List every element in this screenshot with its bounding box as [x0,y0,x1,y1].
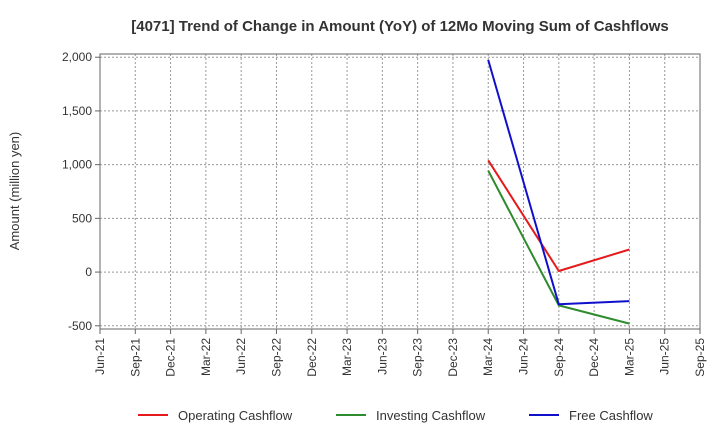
x-tick-label: Dec-23 [446,338,460,377]
grid-lines [99,54,701,329]
series-line-operating-cashflow [487,159,630,272]
x-tick-label: Jun-24 [517,338,531,375]
x-tick-label: Dec-21 [164,338,178,377]
y-tick-label: 0 [85,265,92,279]
x-tick-label: Sep-23 [411,338,425,377]
x-tick-label: Jun-25 [658,338,672,375]
series-line-free-cashflow [487,59,630,306]
chart-title: [4071] Trend of Change in Amount (YoY) o… [131,18,669,35]
x-tick-label: Jun-23 [375,338,389,375]
legend-label: Free Cashflow [569,408,653,423]
x-tick-label: Sep-25 [693,338,707,377]
x-tick-label: Dec-22 [305,338,319,377]
y-axis-label: Amount (million yen) [7,132,22,251]
y-tick-label: -500 [68,319,92,333]
x-axis-ticks: Jun-21 Sep-21 Dec-21 Mar-22 Jun-22 Sep-22 Dec-… [93,329,707,377]
plot-area-frame [99,53,701,330]
x-tick-label: Jun-21 [93,338,107,375]
y-tick-label: 500 [72,211,92,225]
legend: Operating Cashflow Investing Cashflow Free… [138,408,653,423]
x-tick-label: Sep-21 [128,338,142,377]
x-tick-label: Mar-23 [340,338,354,376]
x-tick-label: Sep-24 [552,338,566,377]
series-line-investing-cashflow [487,170,630,325]
legend-label: Investing Cashflow [376,408,486,423]
y-tick-label: 1,500 [62,104,92,118]
legend-label: Operating Cashflow [178,408,293,423]
series-lines [487,59,630,325]
x-tick-label: Jun-22 [234,338,248,375]
x-tick-label: Mar-22 [199,338,213,376]
x-tick-label: Dec-24 [587,338,601,377]
y-tick-label: 1,000 [62,158,92,172]
x-tick-label: Mar-24 [481,338,495,376]
x-tick-label: Mar-25 [622,338,636,376]
x-tick-label: Sep-22 [269,338,283,377]
y-tick-label: 2,000 [62,50,92,64]
y-axis-ticks: 2,000 1,500 1,000 500 0 -500 [62,50,100,333]
